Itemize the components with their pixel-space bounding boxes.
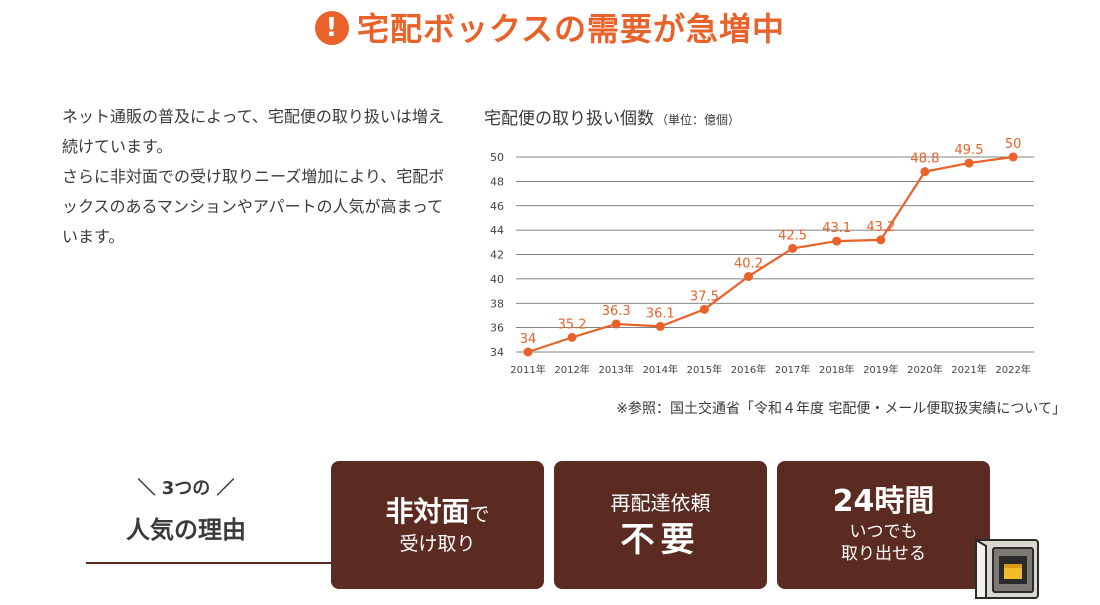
page-title: ! 宅配ボックスの需要が急増中 [0,4,1100,50]
x-tick-label: 2020年 [907,363,942,376]
data-label: 37.5 [690,289,719,304]
x-tick-label: 2021年 [951,363,986,376]
x-tick-label: 2014年 [643,363,678,376]
data-point [788,243,798,253]
data-point [699,304,709,314]
x-tick-label: 2012年 [554,363,589,376]
reason-1-suffix: で [469,502,490,526]
x-tick-label: 2019年 [863,363,898,376]
data-label: 50 [1005,137,1022,152]
y-tick-label: 40 [490,273,504,286]
x-tick-label: 2018年 [819,363,854,376]
reason-2-top: 再配達依頼 [610,491,711,515]
reason-3-sub2: 取り出せる [841,544,926,564]
data-label: 40.2 [734,256,763,271]
data-label: 42.5 [778,228,807,243]
chart-title-main: 宅配便の取り扱い個数 [484,109,654,129]
data-point [611,319,621,329]
x-tick-label: 2015年 [687,363,722,376]
reason-2-main: 不要 [620,520,701,560]
y-tick-label: 46 [490,200,504,213]
data-label: 43.1 [822,221,851,236]
x-tick-label: 2013年 [598,363,633,376]
source-note: ※参照：国土交通省「令和４年度 宅配便・メール便取扱実績について」 [616,401,1066,417]
intro-paragraph-2: さらに非対面での受け取りニーズ増加により、宅配ボックスのあるマンションやアパート… [62,167,445,246]
reason-3-sub1: いつでも [849,522,918,542]
data-label: 49.5 [955,143,984,158]
data-label: 36.1 [646,306,675,321]
delivery-locker-icon [975,538,1039,599]
data-point [876,235,886,245]
data-label: 34 [520,332,537,347]
y-tick-label: 44 [490,224,504,237]
data-point [832,236,842,246]
series-line [527,155,1014,354]
intro-text: ネット通販の普及によって、宅配便の取り扱いは増え続けています。 さらに非対面での… [62,102,452,252]
data-point [655,321,665,331]
chart-title-unit: （単位：億個） [656,113,741,127]
x-tick-label: 2017年 [775,363,810,376]
y-tick-label: 36 [490,322,504,335]
data-label: 36.3 [602,304,631,319]
reasons-title: 人気の理由 [126,516,246,544]
y-tick-label: 38 [490,297,504,310]
y-tick-label: 50 [490,151,504,164]
chart-title: 宅配便の取り扱い個数 （単位：億個） [484,104,740,129]
data-label: 43.2 [866,220,895,235]
reasons-underline [86,562,332,564]
data-point [744,271,753,281]
page-title-text: 宅配ボックスの需要が急増中 [356,10,786,48]
y-tick-label: 34 [490,346,504,359]
reason-3-main: 24時間 [832,484,935,519]
reasons-count: ＼ 3つの ／ [137,478,235,499]
data-point [523,347,533,357]
data-point [964,158,974,168]
reasons-heading: ＼ 3つの ／ 人気の理由 [86,474,332,564]
intro-paragraph-1: ネット通販の普及によって、宅配便の取り扱いは増え続けています。 [62,107,444,156]
data-point [920,167,930,177]
data-label: 48.8 [910,152,939,167]
y-tick-label: 48 [490,175,504,188]
x-tick-label: 2011年 [510,363,545,376]
reason-card-contactless: 非対面で 受け取り [331,461,544,589]
reason-card-24h: 24時間 いつでも 取り出せる [777,461,990,589]
x-tick-label: 2016年 [731,363,766,376]
reason-1-main: 非対面 [385,495,470,528]
data-point [1008,152,1018,162]
y-tick-label: 42 [490,249,504,262]
x-tick-label: 2022年 [995,363,1030,376]
data-label: 35.2 [558,317,587,332]
reason-card-no-redelivery: 再配達依頼 不要 [554,461,767,589]
line-chart: 34 36 38 40 42 44 46 48 50 2011年 2012年 2013年 2014年 20… [490,137,1034,376]
exclamation-circle-icon: ! [314,11,349,45]
reason-1-sub: 受け取り [399,533,476,555]
data-point [567,332,577,342]
